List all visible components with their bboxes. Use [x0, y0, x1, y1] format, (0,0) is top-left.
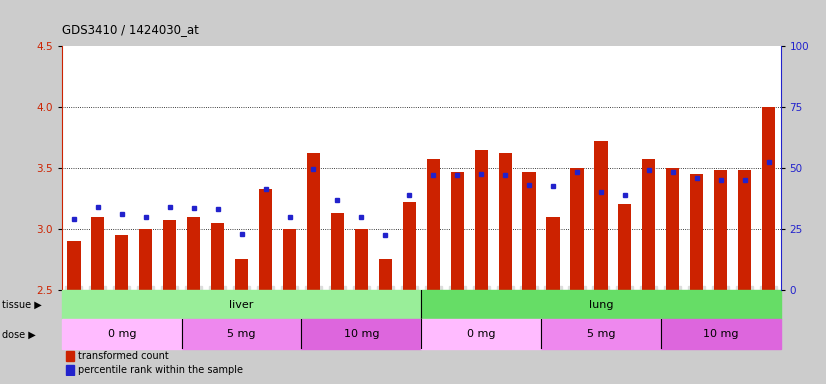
Bar [571, 168, 583, 290]
Bar [164, 220, 176, 290]
Text: 5 mg: 5 mg [586, 329, 615, 339]
Bar [62, 290, 421, 319]
Bar [451, 172, 463, 290]
Bar [691, 174, 703, 290]
Bar [259, 189, 272, 290]
Bar [235, 259, 248, 290]
Bar [738, 170, 751, 290]
Bar [140, 229, 152, 290]
Bar [65, 365, 74, 375]
Bar [62, 319, 182, 349]
Text: 10 mg: 10 mg [703, 329, 738, 339]
Text: 10 mg: 10 mg [344, 329, 379, 339]
Bar [421, 290, 781, 319]
Text: tissue ▶: tissue ▶ [2, 300, 42, 310]
Text: liver: liver [230, 300, 254, 310]
Bar [283, 229, 296, 290]
Bar [92, 217, 104, 290]
Bar [403, 202, 415, 290]
Bar [762, 107, 775, 290]
Bar [619, 204, 631, 290]
Text: dose ▶: dose ▶ [2, 329, 36, 339]
Text: lung: lung [589, 300, 613, 310]
Bar [116, 235, 128, 290]
Bar [595, 141, 607, 290]
Bar [523, 172, 535, 290]
Bar [475, 150, 487, 290]
Text: percentile rank within the sample: percentile rank within the sample [78, 365, 243, 375]
Text: 0 mg: 0 mg [467, 329, 496, 339]
Bar [182, 319, 301, 349]
Bar [379, 259, 392, 290]
Bar [355, 229, 368, 290]
Bar [301, 319, 421, 349]
Bar [427, 159, 439, 290]
Bar [499, 153, 511, 290]
Text: GDS3410 / 1424030_at: GDS3410 / 1424030_at [62, 23, 199, 36]
Bar [307, 153, 320, 290]
Bar [331, 213, 344, 290]
Bar [661, 319, 781, 349]
Bar [65, 351, 74, 361]
Bar [643, 159, 655, 290]
Bar [547, 217, 559, 290]
Bar [188, 217, 200, 290]
Bar [667, 168, 679, 290]
Bar [714, 170, 727, 290]
Bar [421, 319, 541, 349]
Text: 0 mg: 0 mg [107, 329, 136, 339]
Text: transformed count: transformed count [78, 351, 169, 361]
Bar [68, 241, 80, 290]
Bar [211, 223, 224, 290]
Text: 5 mg: 5 mg [227, 329, 256, 339]
Bar [541, 319, 661, 349]
